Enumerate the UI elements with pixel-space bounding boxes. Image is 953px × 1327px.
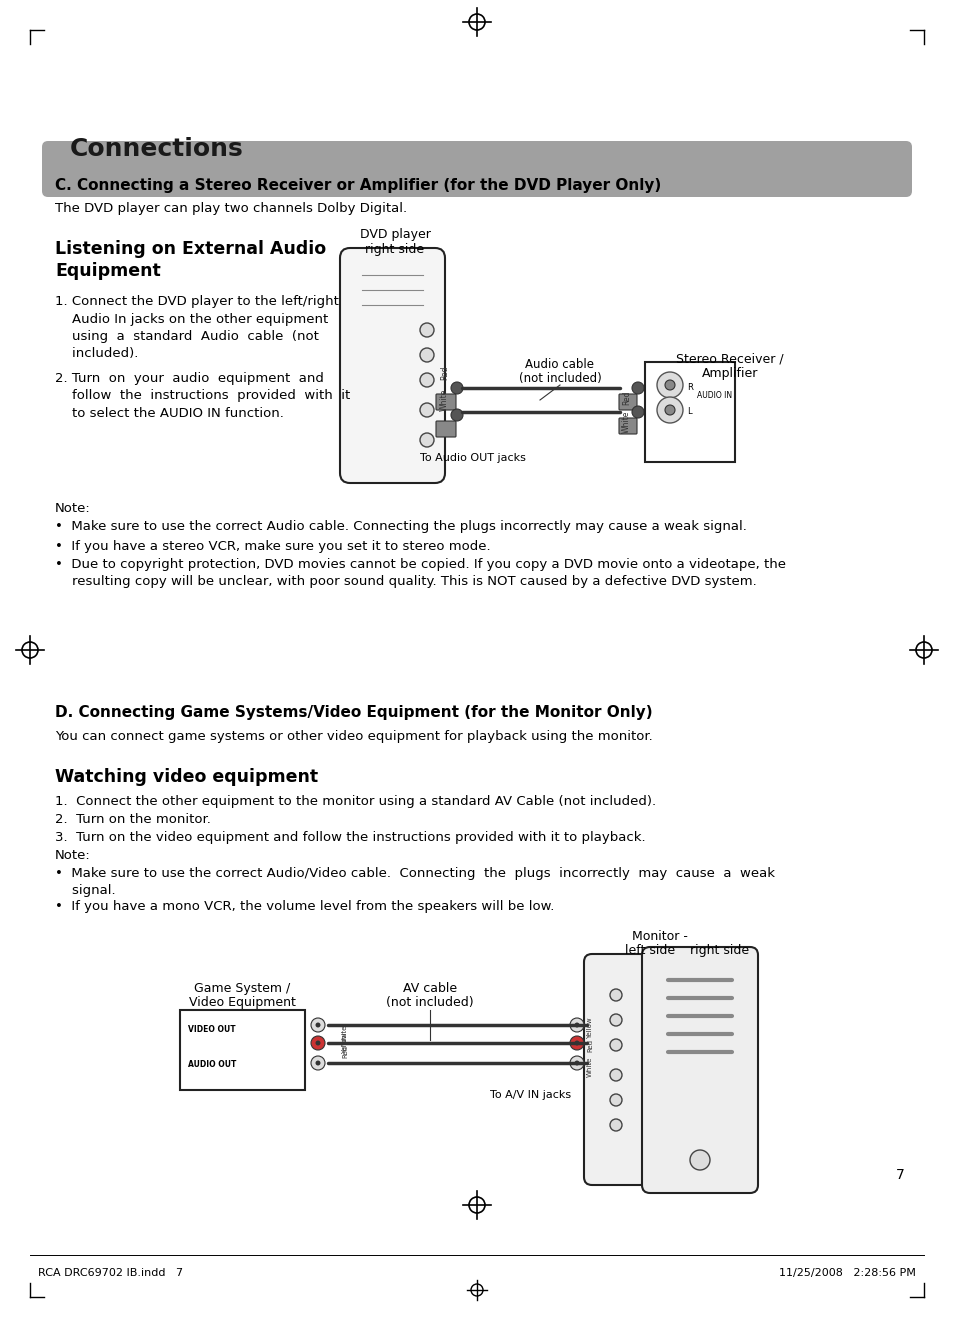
FancyBboxPatch shape: [42, 141, 911, 196]
Text: Video Equipment: Video Equipment: [189, 997, 295, 1009]
Text: White: White: [621, 411, 630, 433]
Circle shape: [311, 1036, 325, 1050]
Text: left side: left side: [624, 943, 675, 957]
Text: (not included): (not included): [386, 997, 474, 1009]
Circle shape: [609, 1093, 621, 1105]
Circle shape: [451, 382, 462, 394]
Text: Amplifier: Amplifier: [701, 368, 758, 380]
Text: L: L: [686, 407, 691, 417]
Text: •  If you have a stereo VCR, make sure you set it to stereo mode.: • If you have a stereo VCR, make sure yo…: [55, 540, 490, 553]
Circle shape: [569, 1036, 583, 1050]
Circle shape: [311, 1018, 325, 1032]
Circle shape: [419, 403, 434, 417]
Text: Stereo Receiver /: Stereo Receiver /: [676, 352, 783, 365]
Text: 1.  Connect the other equipment to the monitor using a standard AV Cable (not in: 1. Connect the other equipment to the mo…: [55, 795, 656, 808]
Text: To A/V IN jacks: To A/V IN jacks: [490, 1089, 571, 1100]
Text: VIDEO OUT: VIDEO OUT: [188, 1024, 235, 1034]
Text: •  Make sure to use the correct Audio/Video cable.  Connecting  the  plugs  inco: • Make sure to use the correct Audio/Vid…: [55, 867, 774, 897]
Text: Note:: Note:: [55, 502, 91, 515]
FancyBboxPatch shape: [583, 954, 647, 1185]
Text: White: White: [341, 1024, 348, 1046]
FancyBboxPatch shape: [618, 418, 637, 434]
Text: right side: right side: [689, 943, 748, 957]
FancyBboxPatch shape: [618, 394, 637, 410]
Text: AUDIO IN: AUDIO IN: [697, 390, 731, 399]
Circle shape: [315, 1040, 320, 1046]
Circle shape: [569, 1056, 583, 1070]
Text: Red: Red: [341, 1046, 348, 1059]
Text: (not included): (not included): [518, 372, 600, 385]
Circle shape: [451, 409, 462, 421]
Text: 1. Connect the DVD player to the left/right
    Audio In jacks on the other equi: 1. Connect the DVD player to the left/ri…: [55, 295, 338, 361]
FancyBboxPatch shape: [436, 394, 456, 410]
Circle shape: [631, 406, 643, 418]
Text: DVD player: DVD player: [359, 228, 430, 242]
Text: 3.  Turn on the video equipment and follow the instructions provided with it to : 3. Turn on the video equipment and follo…: [55, 831, 645, 844]
FancyBboxPatch shape: [644, 362, 734, 462]
Text: 2. Turn  on  your  audio  equipment  and
    follow  the  instructions  provided: 2. Turn on your audio equipment and foll…: [55, 372, 350, 421]
Text: RCA DRC69702 IB.indd   7: RCA DRC69702 IB.indd 7: [38, 1269, 183, 1278]
Circle shape: [574, 1060, 578, 1066]
Circle shape: [657, 372, 682, 398]
Text: right side: right side: [365, 243, 424, 256]
Circle shape: [419, 433, 434, 447]
FancyBboxPatch shape: [339, 248, 444, 483]
Circle shape: [569, 1018, 583, 1032]
Circle shape: [657, 397, 682, 423]
Text: •  Make sure to use the correct Audio cable. Connecting the plugs incorrectly ma: • Make sure to use the correct Audio cab…: [55, 520, 746, 533]
Text: Listening on External Audio
Equipment: Listening on External Audio Equipment: [55, 240, 326, 280]
Text: White: White: [439, 389, 449, 411]
Text: 11/25/2008   2:28:56 PM: 11/25/2008 2:28:56 PM: [779, 1269, 915, 1278]
FancyBboxPatch shape: [436, 421, 456, 437]
Text: Monitor -: Monitor -: [632, 930, 687, 943]
Text: To Audio OUT jacks: To Audio OUT jacks: [419, 453, 525, 463]
FancyBboxPatch shape: [180, 1010, 305, 1089]
Circle shape: [419, 322, 434, 337]
Circle shape: [609, 1119, 621, 1131]
Circle shape: [689, 1151, 709, 1170]
FancyBboxPatch shape: [641, 947, 758, 1193]
Text: Game System /: Game System /: [194, 982, 291, 995]
Text: Note:: Note:: [55, 849, 91, 863]
Text: White: White: [586, 1056, 593, 1078]
Text: 2.  Turn on the monitor.: 2. Turn on the monitor.: [55, 813, 211, 825]
Text: AV cable: AV cable: [402, 982, 456, 995]
Circle shape: [574, 1023, 578, 1027]
Text: Yellow: Yellow: [341, 1032, 348, 1054]
Circle shape: [631, 382, 643, 394]
Circle shape: [664, 405, 675, 415]
Circle shape: [609, 989, 621, 1001]
Text: Red: Red: [621, 390, 630, 405]
Text: Red: Red: [586, 1039, 593, 1052]
Circle shape: [664, 380, 675, 390]
Text: AUDIO OUT: AUDIO OUT: [188, 1060, 236, 1070]
Text: R: R: [686, 382, 692, 391]
Circle shape: [315, 1060, 320, 1066]
Circle shape: [419, 348, 434, 362]
Circle shape: [311, 1056, 325, 1070]
Text: •  If you have a mono VCR, the volume level from the speakers will be low.: • If you have a mono VCR, the volume lev…: [55, 900, 554, 913]
Text: 7: 7: [895, 1168, 903, 1182]
Circle shape: [609, 1014, 621, 1026]
Circle shape: [609, 1039, 621, 1051]
Circle shape: [574, 1040, 578, 1046]
Text: C. Connecting a Stereo Receiver or Amplifier (for the DVD Player Only): C. Connecting a Stereo Receiver or Ampli…: [55, 178, 660, 192]
Text: You can connect game systems or other video equipment for playback using the mon: You can connect game systems or other vi…: [55, 730, 652, 743]
Text: •  Due to copyright protection, DVD movies cannot be copied. If you copy a DVD m: • Due to copyright protection, DVD movie…: [55, 557, 785, 588]
Text: Connections: Connections: [70, 137, 244, 161]
Text: The DVD player can play two channels Dolby Digital.: The DVD player can play two channels Dol…: [55, 202, 407, 215]
Circle shape: [315, 1023, 320, 1027]
Text: Watching video equipment: Watching video equipment: [55, 768, 317, 786]
Circle shape: [419, 373, 434, 387]
Text: D. Connecting Game Systems/Video Equipment (for the Monitor Only): D. Connecting Game Systems/Video Equipme…: [55, 705, 652, 721]
Text: Audio cable: Audio cable: [525, 358, 594, 372]
Circle shape: [609, 1070, 621, 1082]
Text: Red: Red: [439, 366, 449, 381]
Text: Yellow: Yellow: [586, 1018, 593, 1039]
